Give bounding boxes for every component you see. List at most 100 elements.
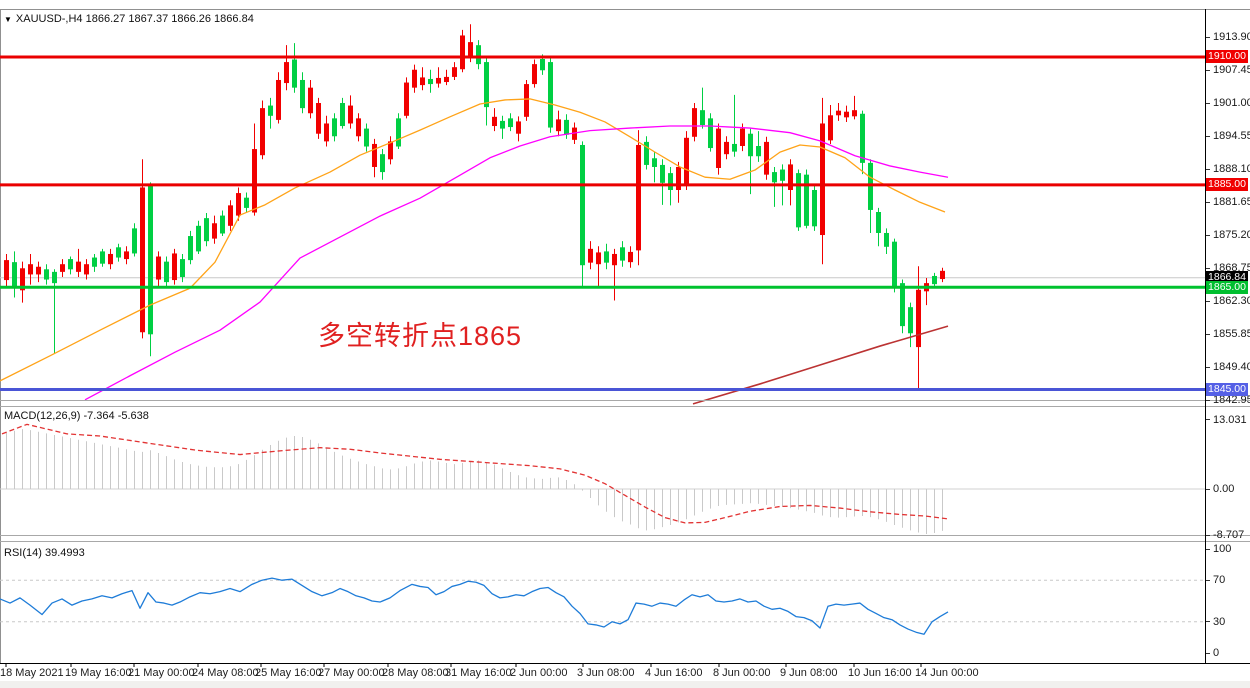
time-axis-label: 8 Jun 00:00 (713, 667, 771, 679)
candle (340, 103, 345, 127)
candle (788, 164, 793, 190)
candle (740, 128, 745, 146)
rsi-axis-label: 30 (1213, 615, 1226, 628)
chevron-down-icon[interactable]: ▼ (4, 15, 12, 24)
candle (244, 197, 249, 208)
time-axis-label: 28 May 08:00 (382, 667, 449, 679)
candle (484, 62, 489, 108)
candle (220, 215, 225, 234)
candle (444, 76, 449, 83)
macd-axis-label: 13.031 (1213, 413, 1247, 426)
macd-indicator-label: MACD(12,26,9) -7.364 -5.638 (4, 410, 149, 422)
price-tag-pivot-1865: 1865.00 (1206, 280, 1248, 294)
price-axis-label: 1849.40 (1213, 361, 1250, 374)
candle (884, 232, 889, 247)
candle (900, 283, 905, 327)
chart-annotation-text[interactable]: 多空转折点1865 (318, 321, 523, 351)
candle (412, 69, 417, 88)
time-axis-label: 10 Jun 16:00 (848, 667, 912, 679)
time-axis-label: 4 Jun 16:00 (645, 667, 703, 679)
candle (212, 223, 217, 239)
candle (540, 59, 545, 71)
candle (12, 262, 17, 289)
candle (596, 252, 601, 265)
candle (404, 82, 409, 116)
candle (292, 59, 297, 88)
candle (620, 247, 625, 261)
candle (68, 259, 73, 270)
rsi-line (0, 577, 949, 635)
time-axis-label: 21 May 00:00 (128, 667, 195, 679)
candle (748, 133, 753, 157)
time-axis-label: 9 Jun 08:00 (780, 667, 838, 679)
candle (676, 166, 681, 190)
candle (268, 105, 273, 116)
candle (180, 259, 185, 277)
symbol-ohlc-text: XAUUSD-,H4 1866.27 1867.37 1866.26 1866.… (15, 13, 254, 25)
candle (476, 45, 481, 65)
rsi-axis-tick (1206, 621, 1210, 623)
candle (908, 307, 913, 334)
candle (428, 78, 433, 85)
candle (700, 110, 705, 126)
candle (724, 141, 729, 155)
candle (732, 143, 737, 152)
price-axis-tick (1206, 102, 1210, 104)
price-axis-label: 1875.20 (1213, 229, 1250, 242)
candle (380, 154, 385, 173)
time-axis-label: 18 May 2021 (0, 667, 64, 679)
candle (564, 119, 569, 135)
candle (396, 118, 401, 147)
price-axis-label: 1881.65 (1213, 196, 1250, 209)
rsi-axis-label: 100 (1213, 543, 1232, 555)
candle (500, 120, 505, 129)
candle (812, 189, 817, 227)
candle (820, 123, 825, 236)
candle (668, 173, 673, 190)
candle (20, 268, 25, 291)
candle (4, 260, 9, 281)
candle (644, 141, 649, 165)
candle (780, 169, 785, 181)
candle (460, 35, 465, 70)
price-axis-tick (1206, 267, 1210, 269)
candle (364, 128, 369, 147)
macd-axis-tick (1206, 534, 1210, 536)
candle (204, 218, 209, 242)
price-axis-tick (1206, 201, 1210, 203)
candle (604, 251, 609, 263)
candle (284, 62, 289, 84)
candle (836, 110, 841, 116)
macd-axis-tick (1206, 419, 1210, 421)
price-axis-label: 1888.10 (1213, 163, 1250, 176)
candle (716, 128, 721, 168)
rsi-indicator-label: RSI(14) 39.4993 (4, 547, 85, 559)
candle (556, 119, 561, 132)
price-axis-tick (1206, 333, 1210, 335)
candle (468, 42, 473, 57)
candle (196, 225, 201, 252)
candle (100, 251, 105, 264)
candle (852, 110, 857, 117)
candle (92, 257, 97, 267)
candle (44, 269, 49, 280)
price-axis-tick (1206, 366, 1210, 368)
candle (324, 123, 329, 142)
macd-signal-line (1, 423, 949, 524)
candle (116, 247, 121, 258)
candle (188, 236, 193, 261)
candle (692, 108, 697, 137)
candle (140, 187, 145, 333)
symbol-ohlc-line: ▼ XAUUSD-,H4 1866.27 1867.37 1866.26 1866… (4, 13, 254, 25)
candle (164, 261, 169, 283)
macd-axis-label: -8.707 (1213, 529, 1245, 542)
rsi-axis-tick (1206, 652, 1210, 654)
time-axis-label: 25 May 16:00 (255, 667, 322, 679)
candle (132, 228, 137, 254)
candle (236, 193, 241, 216)
time-axis-label: 2 Jun 00:00 (510, 667, 568, 679)
candle (892, 241, 897, 287)
